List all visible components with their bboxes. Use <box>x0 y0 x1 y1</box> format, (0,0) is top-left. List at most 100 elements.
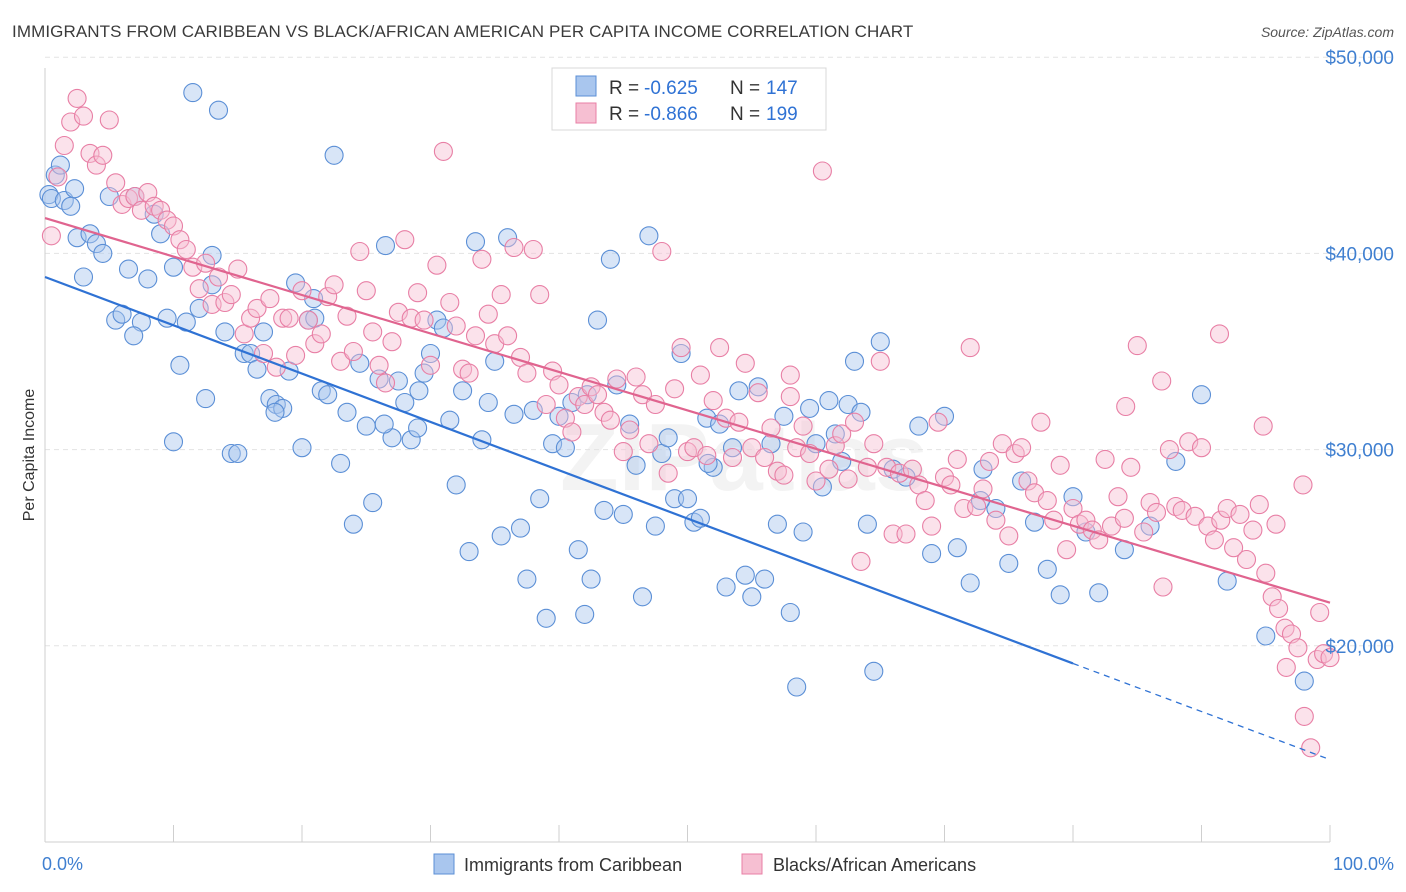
data-point <box>780 365 800 385</box>
y-tick-label: $20,000 <box>1325 637 1394 658</box>
data-point <box>459 542 479 562</box>
data-point <box>1294 706 1314 726</box>
stats-n-label-black: N = <box>730 104 760 125</box>
data-point <box>934 467 955 487</box>
trend-line-caribbean <box>44 275 1074 665</box>
data-point <box>620 414 640 434</box>
data-point <box>504 404 524 424</box>
data-point <box>131 200 151 220</box>
data-point <box>253 322 274 342</box>
data-point <box>710 338 730 358</box>
data-point <box>947 449 967 469</box>
data-point <box>735 353 755 373</box>
data-point <box>465 326 486 346</box>
data-point <box>697 445 717 466</box>
data-point <box>838 469 858 489</box>
data-point <box>189 279 209 299</box>
data-point <box>549 375 569 395</box>
data-point <box>61 112 81 132</box>
data-point <box>157 308 177 328</box>
data-point <box>292 438 312 458</box>
data-point <box>543 434 563 454</box>
data-point <box>1266 514 1286 534</box>
data-point <box>408 418 428 438</box>
data-point <box>774 465 794 485</box>
data-point <box>517 569 537 589</box>
data-point <box>774 406 794 426</box>
data-point <box>607 369 627 389</box>
data-point <box>665 379 685 399</box>
data-point <box>491 285 511 305</box>
data-point <box>151 200 171 220</box>
data-point <box>698 453 718 473</box>
data-point <box>286 345 306 365</box>
data-point <box>337 306 357 326</box>
data-point <box>716 577 736 597</box>
y-tick-label: $40,000 <box>1325 244 1394 265</box>
legend: Immigrants from Caribbean Blacks/African… <box>433 853 976 875</box>
data-point <box>1253 416 1273 436</box>
data-point <box>273 308 293 328</box>
data-point <box>202 245 222 265</box>
data-point <box>453 381 473 401</box>
data-point <box>350 353 370 373</box>
data-point <box>575 604 595 624</box>
stats-r-value-black: -0.866 <box>644 104 698 125</box>
data-point <box>260 289 280 309</box>
data-point <box>375 373 396 393</box>
data-point <box>50 155 70 175</box>
data-point <box>1249 495 1269 515</box>
legend-swatch-caribbean <box>433 853 455 875</box>
data-point <box>922 516 942 536</box>
data-point <box>581 569 601 589</box>
data-point <box>478 304 498 324</box>
trend-line-black <box>44 217 1331 604</box>
data-point <box>645 516 665 536</box>
data-point <box>1153 577 1173 597</box>
data-point <box>568 387 588 407</box>
data-point <box>600 249 620 269</box>
data-point <box>1037 559 1057 579</box>
data-point <box>504 237 524 258</box>
data-point <box>1256 626 1276 646</box>
data-point <box>279 308 299 328</box>
data-point <box>748 383 768 403</box>
data-point <box>652 241 672 262</box>
data-point <box>1116 396 1136 417</box>
data-point <box>331 351 351 371</box>
data-point <box>600 410 620 430</box>
data-point <box>851 402 871 422</box>
data-point <box>459 363 479 383</box>
data-point <box>1211 510 1231 530</box>
data-point <box>1095 449 1115 469</box>
data-point <box>780 387 800 407</box>
data-point <box>106 173 126 193</box>
data-point <box>1031 412 1051 432</box>
data-point <box>857 457 877 477</box>
data-point <box>626 367 646 387</box>
data-point <box>331 453 351 473</box>
data-point <box>607 375 627 395</box>
stats-swatch-caribbean <box>575 75 597 97</box>
data-point <box>183 83 203 103</box>
data-point <box>99 110 119 130</box>
data-point <box>967 496 987 517</box>
data-point <box>215 322 235 342</box>
data-point <box>65 179 85 199</box>
data-point <box>356 281 376 301</box>
data-point <box>446 475 466 495</box>
data-point <box>594 500 614 520</box>
data-point <box>343 514 363 534</box>
data-point <box>568 540 588 560</box>
data-point <box>626 455 646 475</box>
data-point <box>1050 455 1070 475</box>
data-point <box>722 438 743 458</box>
data-point <box>1204 530 1224 550</box>
data-point <box>395 230 415 250</box>
data-point <box>658 428 678 448</box>
data-point <box>1320 648 1340 668</box>
data-point <box>414 310 434 330</box>
data-point <box>1159 440 1179 460</box>
data-point <box>350 241 370 262</box>
data-point <box>324 275 344 295</box>
